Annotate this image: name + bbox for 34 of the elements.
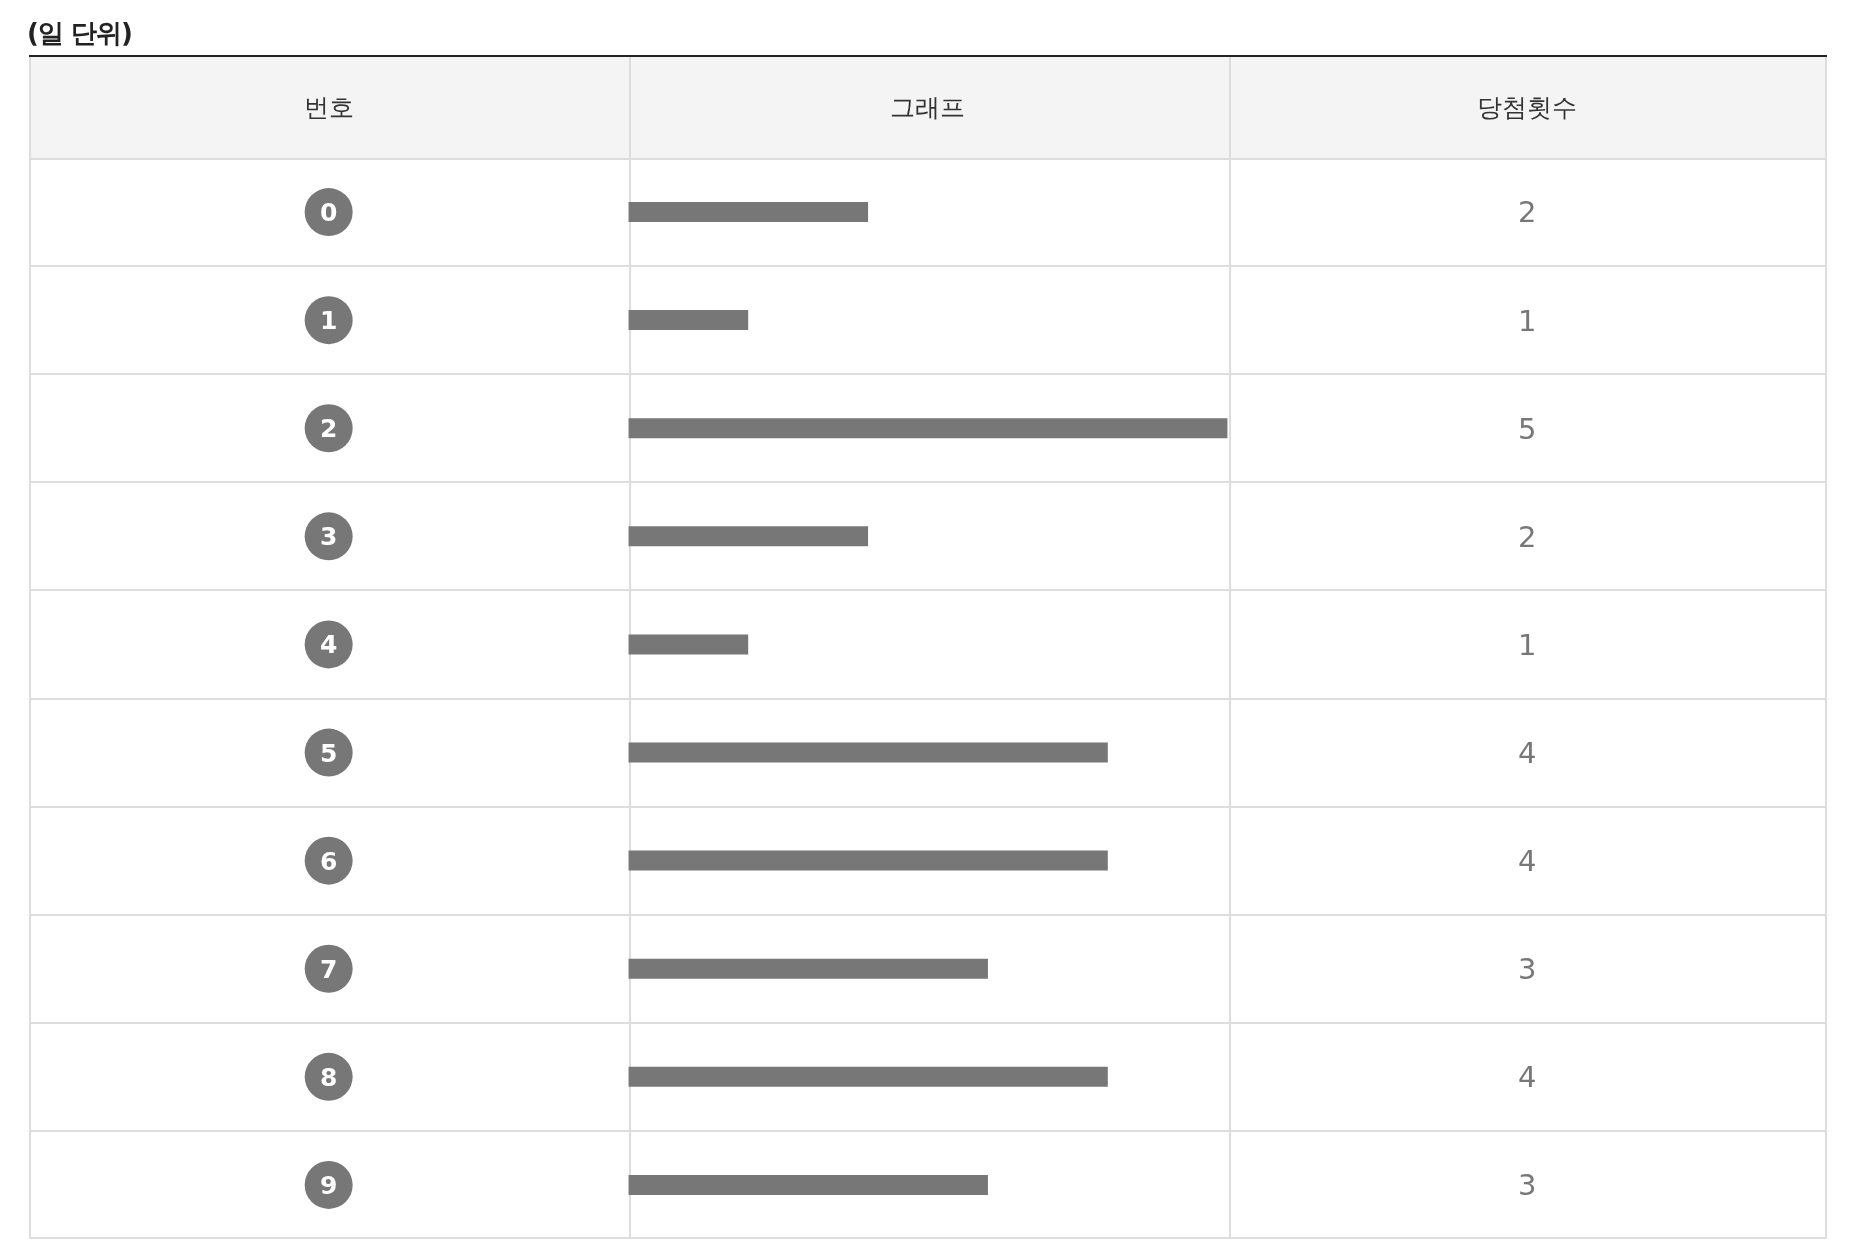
bar — [628, 958, 988, 979]
data-label: 3 — [1518, 952, 1537, 987]
bar — [628, 526, 869, 547]
bar — [628, 310, 749, 331]
data-label: 1 — [1518, 627, 1537, 662]
bar — [628, 418, 1228, 439]
data-label: 2 — [1518, 195, 1537, 230]
data-label: 5 — [1518, 411, 1537, 446]
y-tick-label: 0 — [319, 198, 338, 228]
y-tick-label: 9 — [319, 1170, 338, 1200]
bar — [628, 634, 749, 655]
y-tick-label: 2 — [319, 414, 338, 444]
data-label: 3 — [1518, 1168, 1537, 1203]
bar — [628, 202, 869, 222]
data-label: 1 — [1518, 303, 1537, 338]
y-tick-label: 3 — [319, 522, 338, 552]
bar — [628, 1174, 988, 1195]
y-tick-label: 7 — [319, 954, 338, 984]
y-axis-title: 번호 — [303, 92, 354, 124]
data-label: 2 — [1518, 519, 1537, 554]
data-label: 4 — [1518, 844, 1537, 879]
text: (일 단위) — [27, 18, 132, 48]
y-tick-label: 4 — [319, 630, 338, 660]
text: 당첨횟수 — [1477, 92, 1578, 124]
x-axis-title: 그래프 — [890, 92, 966, 124]
y-tick-label: 8 — [319, 1062, 338, 1092]
bar — [628, 742, 1108, 763]
data-label: 4 — [1518, 735, 1537, 770]
y-tick-label: 5 — [319, 738, 338, 768]
y-tick-label: 6 — [319, 846, 338, 876]
data-label: 4 — [1518, 1060, 1537, 1095]
bar — [628, 1066, 1108, 1087]
y-tick-label: 1 — [319, 306, 338, 336]
bar — [628, 850, 1108, 871]
